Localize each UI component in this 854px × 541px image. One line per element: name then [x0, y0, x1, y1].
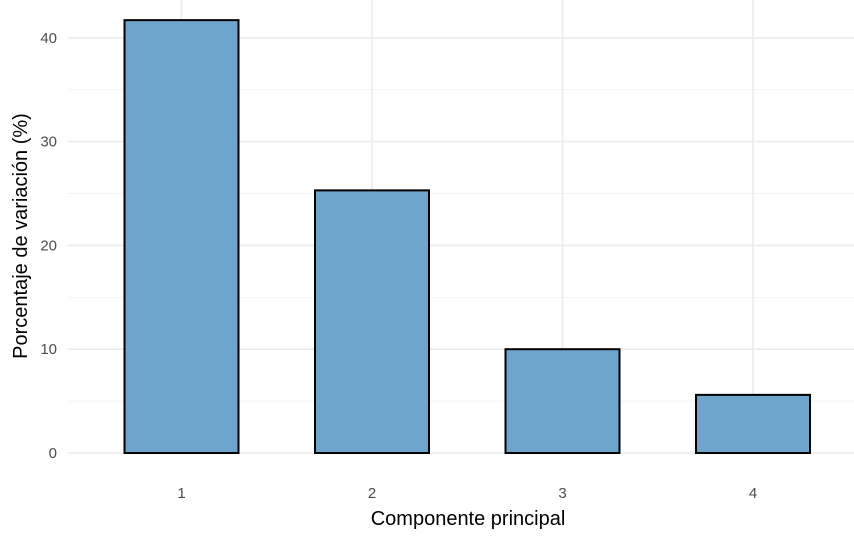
y-tick-label: 30 — [40, 134, 57, 151]
x-tick-labels: 1 2 3 4 — [177, 485, 757, 502]
x-tick-label: 1 — [177, 485, 185, 502]
y-tick-label: 40 — [40, 30, 57, 47]
x-tick-label: 4 — [749, 485, 757, 502]
x-axis-title: Componente principal — [371, 508, 566, 530]
bar — [504, 348, 621, 455]
bars — [123, 19, 811, 455]
y-axis-title: Porcentaje de variación (%) — [10, 113, 32, 359]
y-tick-label: 0 — [49, 445, 57, 462]
bar — [695, 393, 811, 455]
y-tick-label: 20 — [40, 237, 57, 254]
bar — [123, 19, 240, 455]
x-tick-label: 2 — [368, 485, 376, 502]
x-tick-label: 3 — [558, 485, 566, 502]
y-tick-label: 10 — [40, 341, 57, 358]
y-tick-labels: 0 10 20 30 40 — [40, 30, 57, 462]
bar — [314, 189, 430, 455]
